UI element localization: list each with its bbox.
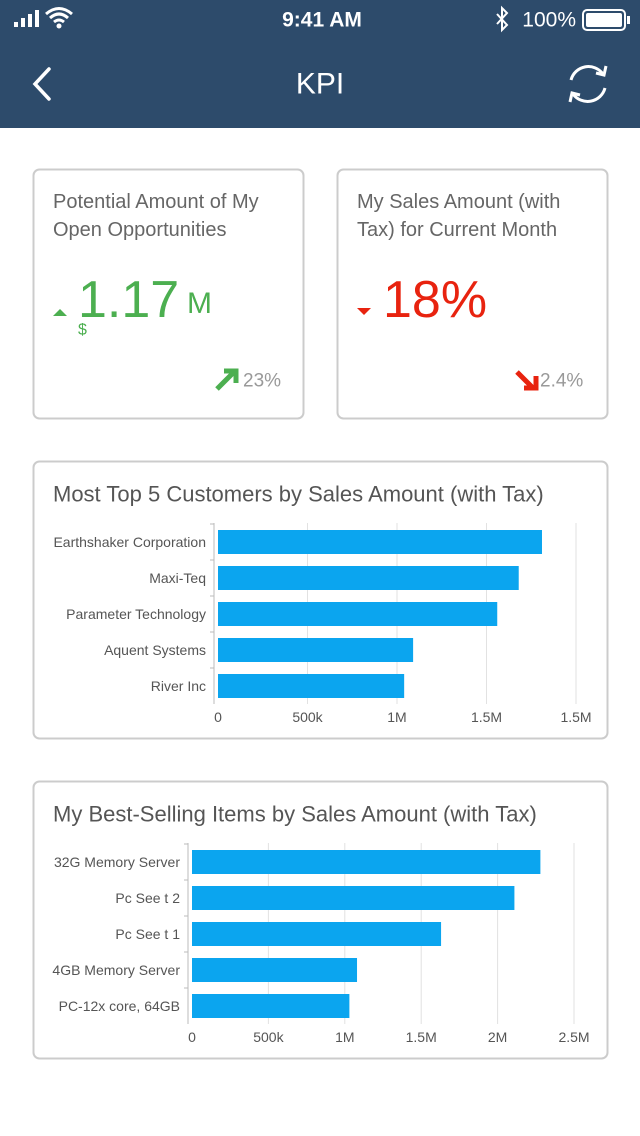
trend-down-arrow	[515, 370, 539, 391]
y-tick-label: Maxi-Teq	[149, 570, 206, 586]
x-tick-label: 1.5M	[471, 709, 502, 725]
chart-title: Most Top 5 Customers by Sales Amount (wi…	[53, 482, 544, 507]
bar	[192, 994, 350, 1018]
y-tick-label: Pc See t 1	[115, 926, 180, 942]
bar	[192, 958, 358, 982]
bar	[192, 922, 442, 946]
kpi-title: Open Opportunities	[53, 219, 226, 241]
header-background	[0, 0, 640, 128]
kpi-change: 23%	[243, 371, 281, 392]
y-tick-label: 32G Memory Server	[54, 854, 180, 870]
kpi-card	[32, 168, 305, 420]
y-tick-label: River Inc	[151, 678, 206, 694]
trend-up-arrow	[215, 368, 239, 391]
x-tick-label: 1M	[335, 1029, 354, 1045]
x-tick-label: 1.5M	[406, 1029, 437, 1045]
kpi-title: Potential Amount of My	[53, 191, 259, 213]
x-tick-label: 1.5M	[560, 709, 591, 725]
bar	[218, 530, 542, 554]
kpi-title: Tax) for Current Month	[357, 219, 557, 241]
wifi-icon	[45, 7, 73, 24]
up-indicator	[53, 309, 67, 316]
battery-tip	[627, 16, 630, 24]
kpi-title: My Sales Amount (with	[357, 191, 560, 213]
x-tick-label: 500k	[292, 709, 323, 725]
bar	[218, 602, 498, 626]
y-tick-label: Parameter Technology	[66, 606, 206, 622]
y-tick-label: 4GB Memory Server	[52, 962, 180, 978]
signal-icon	[14, 10, 39, 27]
down-indicator	[357, 308, 371, 315]
refresh-button[interactable]	[568, 65, 608, 103]
battery-level	[586, 13, 622, 27]
nav-title: KPI	[296, 68, 344, 101]
x-tick-label: 2.5M	[558, 1029, 589, 1045]
bar	[218, 638, 414, 662]
battery-icon	[582, 9, 626, 31]
bar	[218, 674, 405, 698]
bar	[192, 850, 541, 874]
wifi-dot	[56, 23, 62, 29]
kpi-value: 1.17	[78, 271, 179, 329]
y-tick-label: PC-12x core, 64GB	[59, 998, 180, 1014]
kpi-currency: $	[78, 322, 87, 339]
status-time: 9:41 AM	[282, 9, 362, 32]
y-tick-label: Earthshaker Corporation	[53, 534, 206, 550]
y-tick-label: Aquent Systems	[104, 642, 206, 658]
bar	[192, 886, 515, 910]
x-tick-label: 2M	[488, 1029, 507, 1045]
x-tick-label: 500k	[253, 1029, 284, 1045]
battery-percent: 100%	[522, 9, 576, 32]
kpi-value: 18%	[383, 271, 487, 329]
y-tick-label: Pc See t 2	[115, 890, 180, 906]
kpi-change: 2.4%	[540, 371, 583, 392]
kpi-card	[336, 168, 609, 420]
bar	[218, 566, 519, 590]
back-button[interactable]	[32, 67, 51, 101]
x-tick-label: 1M	[387, 709, 406, 725]
chart-title: My Best-Selling Items by Sales Amount (w…	[53, 802, 537, 827]
x-tick-label: 0	[214, 709, 222, 725]
bluetooth-icon	[496, 5, 509, 33]
x-tick-label: 0	[188, 1029, 196, 1045]
kpi-unit: M	[187, 287, 212, 320]
